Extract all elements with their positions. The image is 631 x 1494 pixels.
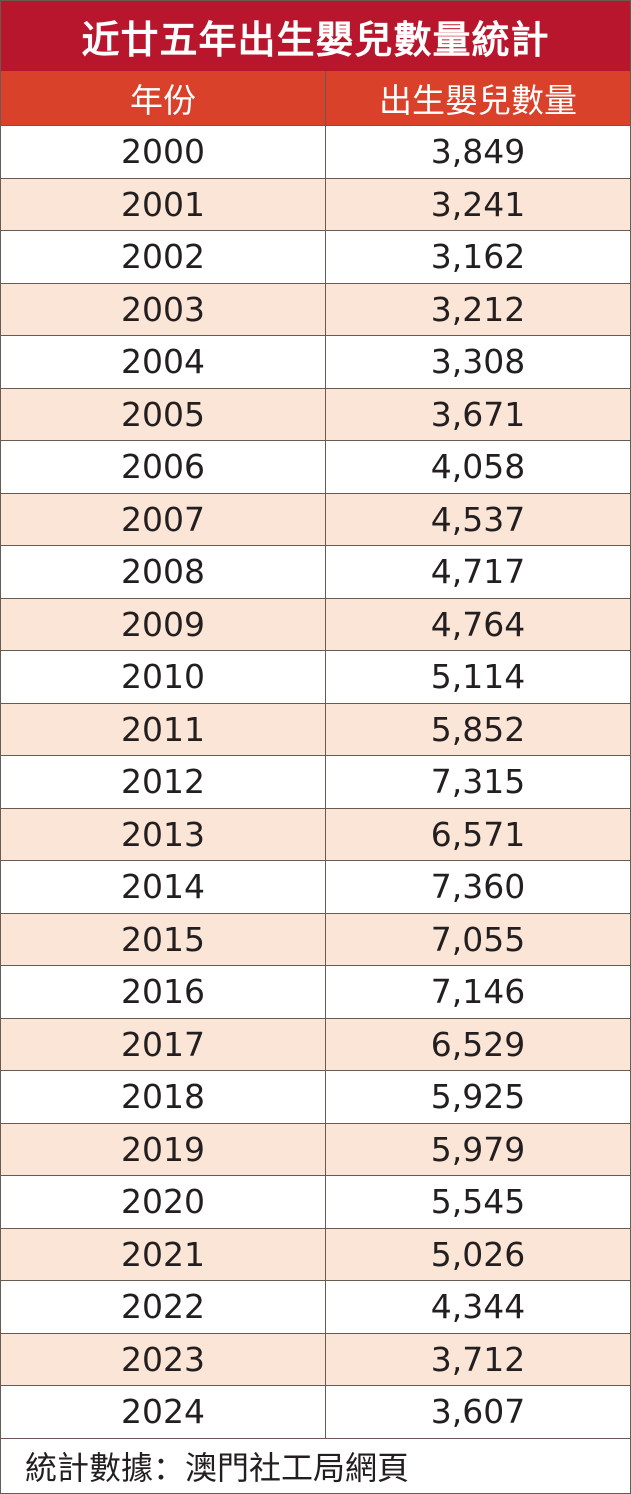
table-header-row: 年份 出生嬰兒數量 xyxy=(1,71,630,126)
cell-births: 7,315 xyxy=(430,762,526,802)
cell-year: 2007 xyxy=(1,493,326,545)
column-header-births: 出生嬰兒數量 xyxy=(379,81,577,120)
table-row: 2011 5,852 xyxy=(1,703,630,756)
cell-year: 2015 xyxy=(1,913,326,965)
cell-year: 2002 xyxy=(1,231,326,283)
table-row: 2000 3,849 xyxy=(1,126,630,179)
cell-year: 2016 xyxy=(1,966,326,1018)
table-row: 2002 3,162 xyxy=(1,231,630,284)
table-row: 2021 5,026 xyxy=(1,1228,630,1281)
cell-births: 3,849 xyxy=(430,132,526,172)
table-row: 2004 3,308 xyxy=(1,336,630,389)
cell-births: 5,114 xyxy=(430,657,526,697)
cell-year: 2012 xyxy=(1,756,326,808)
cell-year: 2017 xyxy=(1,1018,326,1070)
table-row: 2003 3,212 xyxy=(1,283,630,336)
cell-year: 2014 xyxy=(1,861,326,913)
table-row: 2017 6,529 xyxy=(1,1018,630,1071)
table-row: 2020 5,545 xyxy=(1,1176,630,1229)
cell-births: 4,058 xyxy=(430,447,526,487)
table-row: 2018 5,925 xyxy=(1,1071,630,1124)
cell-year: 2004 xyxy=(1,336,326,388)
cell-births: 4,717 xyxy=(430,552,526,592)
cell-births: 3,162 xyxy=(430,237,526,277)
table-body: 2000 3,849 2001 3,241 2002 3,162 2003 3,212 2004… xyxy=(1,126,630,1439)
cell-births: 3,308 xyxy=(430,342,526,382)
cell-births: 6,571 xyxy=(430,814,526,854)
cell-births: 7,146 xyxy=(430,972,526,1012)
table-row: 2023 3,712 xyxy=(1,1333,630,1386)
table-row: 2009 4,764 xyxy=(1,598,630,651)
cell-births: 3,241 xyxy=(430,184,526,224)
cell-births: 5,026 xyxy=(430,1234,526,1274)
cell-year: 2013 xyxy=(1,808,326,860)
table-title: 近廿五年出生嬰兒數量統計 xyxy=(1,1,630,71)
cell-year: 2001 xyxy=(1,178,326,230)
cell-year: 2008 xyxy=(1,546,326,598)
table-row: 2022 4,344 xyxy=(1,1281,630,1334)
cell-year: 2000 xyxy=(1,126,326,178)
cell-births: 5,925 xyxy=(430,1077,526,1117)
cell-year: 2010 xyxy=(1,651,326,703)
cell-year: 2018 xyxy=(1,1071,326,1123)
cell-births: 5,852 xyxy=(430,709,526,749)
cell-year: 2011 xyxy=(1,703,326,755)
source-note: 統計數據：澳門社工局網頁 xyxy=(1,1439,630,1493)
cell-births: 7,055 xyxy=(430,919,526,959)
cell-births: 4,764 xyxy=(430,604,526,644)
table-row: 2008 4,717 xyxy=(1,546,630,599)
table-row: 2019 5,979 xyxy=(1,1123,630,1176)
cell-year: 2022 xyxy=(1,1281,326,1333)
table-title-text: 近廿五年出生嬰兒數量統計 xyxy=(81,17,550,62)
cell-births: 4,344 xyxy=(430,1287,526,1327)
cell-births: 6,529 xyxy=(430,1024,526,1064)
table-row: 2016 7,146 xyxy=(1,966,630,1019)
cell-births: 5,545 xyxy=(430,1182,526,1222)
table-row: 2005 3,671 xyxy=(1,388,630,441)
cell-births: 3,212 xyxy=(430,289,526,329)
cell-births: 3,712 xyxy=(430,1339,526,1379)
table-row: 2006 4,058 xyxy=(1,441,630,494)
cell-year: 2019 xyxy=(1,1123,326,1175)
table-row: 2014 7,360 xyxy=(1,861,630,914)
cell-year: 2024 xyxy=(1,1386,326,1438)
cell-births: 7,360 xyxy=(430,867,526,907)
cell-births: 3,671 xyxy=(430,394,526,434)
cell-births: 4,537 xyxy=(430,499,526,539)
table-row: 2013 6,571 xyxy=(1,808,630,861)
table-row: 2001 3,241 xyxy=(1,178,630,231)
cell-births: 3,607 xyxy=(430,1392,526,1432)
table-row: 2024 3,607 xyxy=(1,1386,630,1439)
cell-year: 2021 xyxy=(1,1228,326,1280)
cell-year: 2005 xyxy=(1,388,326,440)
table-row: 2007 4,537 xyxy=(1,493,630,546)
table-row: 2010 5,114 xyxy=(1,651,630,704)
cell-year: 2006 xyxy=(1,441,326,493)
cell-year: 2003 xyxy=(1,283,326,335)
source-note-text: 統計數據：澳門社工局網頁 xyxy=(25,1449,410,1487)
cell-year: 2020 xyxy=(1,1176,326,1228)
table-row: 2015 7,055 xyxy=(1,913,630,966)
cell-births: 5,979 xyxy=(430,1129,526,1169)
table-row: 2012 7,315 xyxy=(1,756,630,809)
cell-year: 2009 xyxy=(1,598,326,650)
cell-year: 2023 xyxy=(1,1333,326,1385)
column-header-year: 年份 xyxy=(1,71,326,125)
